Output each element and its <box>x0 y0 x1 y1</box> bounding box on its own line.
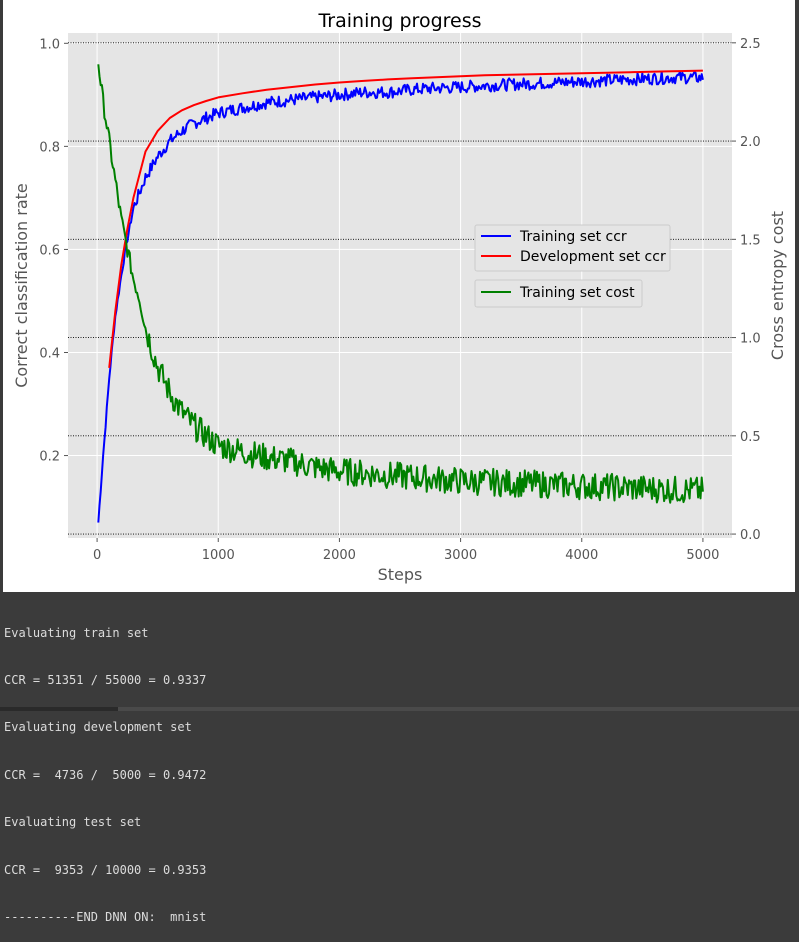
x-axis-label: Steps <box>378 565 423 584</box>
x-tick-label: 1000 <box>202 548 235 563</box>
y-right-tick-label: 1.0 <box>740 332 761 347</box>
y-right-tick-label: 2.5 <box>740 37 761 52</box>
series-line <box>97 70 704 523</box>
legend-label: Development set ccr <box>520 249 666 265</box>
y-left-tick-label: 0.6 <box>39 243 60 258</box>
console-line: ----------END DNN ON: mnist <box>4 909 207 924</box>
y-left-tick-label: 1.0 <box>39 37 60 52</box>
console-line: Evaluating test set <box>4 815 142 830</box>
console-line: CCR = 51351 / 55000 = 0.9337 <box>4 672 207 687</box>
y-right-tick-label: 1.5 <box>740 233 761 248</box>
x-tick-label: 2000 <box>323 548 356 563</box>
legend-label: Training set cost <box>519 285 635 301</box>
status-bar <box>0 707 799 711</box>
legend-box <box>474 224 671 272</box>
console-line: Evaluating train set <box>4 625 149 640</box>
x-tick-label: 3000 <box>444 548 477 563</box>
x-tick-label: 5000 <box>686 548 719 563</box>
chart-title: Training progress <box>317 10 481 32</box>
console-output: Evaluating train set CCR = 51351 / 55000… <box>0 592 799 924</box>
y-right-tick-label: 0.5 <box>740 430 761 445</box>
legend-label: Training set ccr <box>519 229 627 245</box>
y-left-tick-label: 0.4 <box>39 346 60 361</box>
y-left-tick-label: 0.8 <box>39 140 60 155</box>
x-tick-label: 4000 <box>565 548 598 563</box>
series-line <box>97 64 704 504</box>
y-left-axis-label: Correct classification rate <box>12 183 31 388</box>
status-bar-segment <box>118 707 799 711</box>
console-line: CCR = 9353 / 10000 = 0.9353 <box>4 862 207 877</box>
x-tick-label: 0 <box>93 548 101 563</box>
y-right-tick-label: 2.0 <box>740 135 761 150</box>
console-line: CCR = 4736 / 5000 = 0.9472 <box>4 767 207 782</box>
y-left-tick-label: 0.2 <box>39 450 60 465</box>
y-right-axis-label: Cross entropy cost <box>768 211 787 360</box>
console-line: Evaluating development set <box>4 720 192 735</box>
chart-canvas: 0 1000 2000 3000 4000 5000 0.2 0.4 0.6 0.8 1.0 0.0 0… <box>12 10 787 584</box>
series-line <box>108 69 703 369</box>
legend-box <box>474 279 643 308</box>
y-right-tick-label: 0.0 <box>740 528 761 543</box>
chart-figure: 0 1000 2000 3000 4000 5000 0.2 0.4 0.6 0.8 1.0 0.0 0… <box>3 0 795 592</box>
